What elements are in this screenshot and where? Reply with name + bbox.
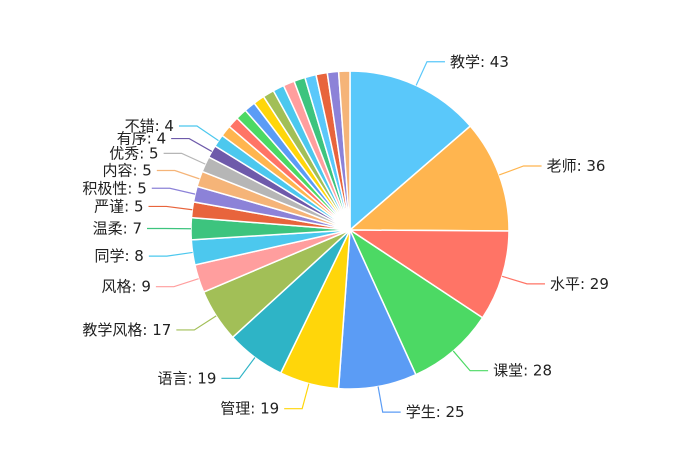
leader-line-2 [501,275,545,285]
leader-line-5 [284,383,310,410]
slice-label-10: 温柔: 7 [93,220,142,238]
slice-label-0: 教学: 43 [450,53,509,71]
leader-line-0 [415,61,445,86]
leader-line-16 [178,125,219,142]
pie-slices [190,70,510,390]
slice-label-12: 积极性: 5 [82,179,146,197]
slice-label-11: 严谨: 5 [94,197,143,215]
slice-label-16: 不错: 4 [125,117,174,135]
pie-slice-29[interactable] [337,70,351,231]
slice-label-1: 老师: 36 [547,157,606,175]
pie-labels: 教学: 43 老师: 36 水平: 29 课堂: 28 学生: 25 管理: 19语言: … [82,53,609,421]
slice-label-4: 学生: 25 [406,403,465,421]
pie-slice-2[interactable] [347,229,510,319]
leader-line-15 [171,137,213,152]
leader-line-9 [148,251,193,257]
leader-line-14 [163,152,206,165]
pie-leader-lines [147,61,545,413]
leader-line-1 [498,165,542,176]
leader-line-11 [148,205,193,211]
leader-line-13 [156,169,200,180]
slice-label-9: 同学: 8 [94,247,143,265]
slice-label-3: 课堂: 28 [493,362,552,380]
pie-slice-3[interactable] [348,227,484,376]
leader-line-12 [151,187,196,195]
pie-slice-0[interactable] [349,70,472,232]
leader-line-6 [221,357,256,379]
leader-line-4 [377,386,401,413]
leader-line-3 [452,350,489,372]
pie-slice-1[interactable] [347,124,510,232]
slice-label-7: 教学风格: 17 [82,321,171,339]
leader-line-7 [176,315,217,331]
slice-label-14: 优秀: 5 [109,144,158,162]
slice-label-8: 风格: 9 [102,278,151,296]
slice-label-6: 语言: 19 [157,369,216,387]
slice-label-15: 有序: 4 [117,130,166,148]
leader-line-8 [155,278,199,288]
slice-label-13: 内容: 5 [102,162,151,180]
slice-label-2: 水平: 29 [550,275,609,293]
slice-label-5: 管理: 19 [220,400,279,418]
